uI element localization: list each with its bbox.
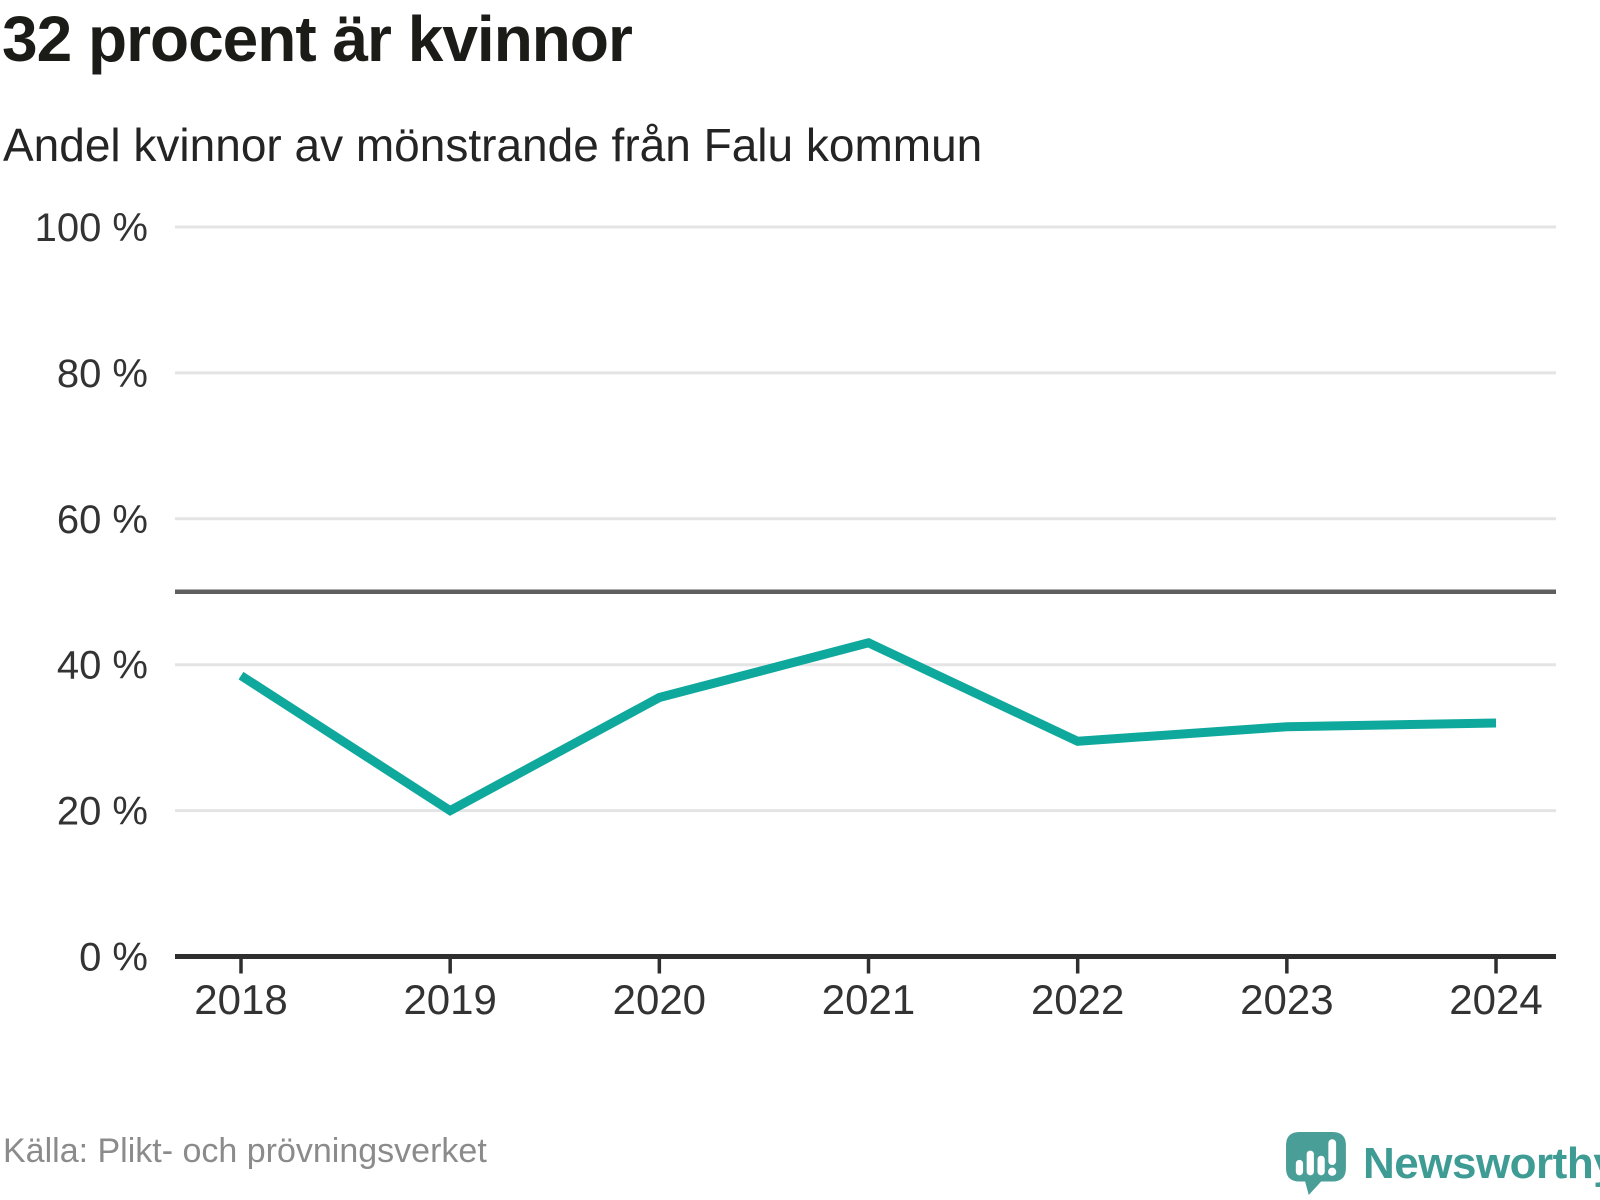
x-axis-label: 2023 bbox=[1240, 976, 1333, 1023]
newsworthy-logo: Newsworthy bbox=[1286, 1132, 1600, 1196]
x-axis-label: 2022 bbox=[1031, 976, 1124, 1023]
logo-bar-3 bbox=[1317, 1155, 1325, 1176]
y-axis-label: 80 % bbox=[57, 352, 148, 396]
newsworthy-wordmark: Newsworthy bbox=[1363, 1139, 1600, 1188]
logo-bar-2 bbox=[1306, 1150, 1314, 1176]
x-axis-label: 2020 bbox=[613, 976, 706, 1023]
series-line bbox=[238, 638, 1497, 816]
chart-title: 32 procent är kvinnor bbox=[2, 3, 633, 75]
x-axis-label: 2018 bbox=[194, 976, 287, 1023]
y-axis-label: 20 % bbox=[57, 790, 148, 834]
x-axis-label: 2019 bbox=[403, 976, 496, 1023]
logo-exclamation-bar bbox=[1328, 1139, 1337, 1166]
logo-bubble-shape bbox=[1286, 1132, 1346, 1195]
source-note: Källa: Plikt- och prövningsverket bbox=[3, 1132, 487, 1170]
y-axis-label: 60 % bbox=[57, 498, 148, 542]
y-axis-label: 0 % bbox=[79, 936, 148, 980]
chart-subtitle: Andel kvinnor av mönstrande från Falu ko… bbox=[3, 119, 983, 171]
x-axis-label: 2024 bbox=[1449, 976, 1542, 1023]
y-axis-label: 100 % bbox=[35, 206, 148, 250]
speech-bubble-bar-chart-exclamation-icon bbox=[1286, 1132, 1346, 1195]
x-axis-label: 2021 bbox=[822, 976, 915, 1023]
logo-bar-1 bbox=[1295, 1159, 1304, 1176]
y-axis-label: 40 % bbox=[57, 644, 148, 688]
logo-exclamation-dot bbox=[1328, 1167, 1337, 1176]
